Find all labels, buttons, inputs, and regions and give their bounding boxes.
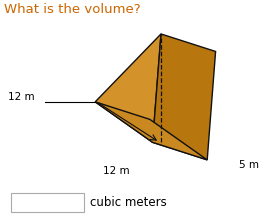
Polygon shape <box>95 34 161 142</box>
Text: What is the volume?: What is the volume? <box>4 3 141 16</box>
Polygon shape <box>95 102 207 160</box>
Polygon shape <box>153 34 216 160</box>
Text: 5 m: 5 m <box>239 160 259 170</box>
Text: cubic meters: cubic meters <box>90 196 166 209</box>
Text: 12 m: 12 m <box>103 166 130 176</box>
Text: 12 m: 12 m <box>8 92 35 102</box>
FancyBboxPatch shape <box>11 193 84 212</box>
